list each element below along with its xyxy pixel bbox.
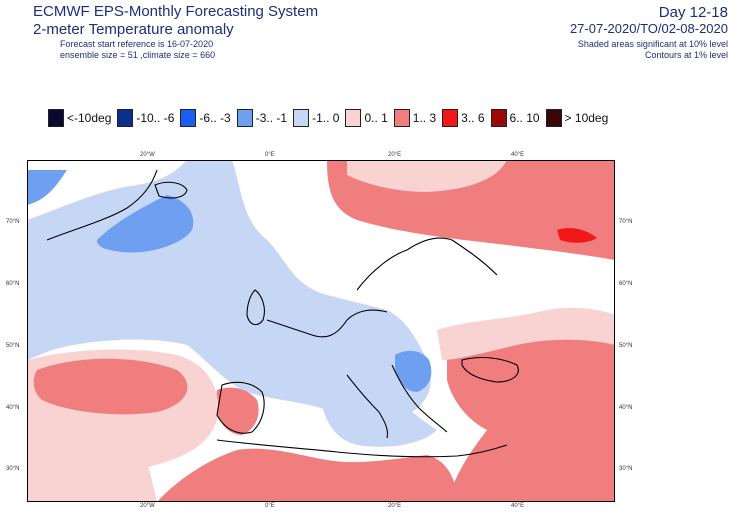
lon-label-bottom: 20°E: [388, 503, 402, 509]
lon-label-bottom: 20°W: [140, 503, 155, 509]
legend-item: -6.. -3: [180, 109, 231, 127]
lat-label-left: 70°N: [6, 219, 20, 225]
lon-label-top: 20°W: [140, 152, 155, 158]
lat-label-left: 50°N: [6, 343, 20, 349]
legend-label: 0.. 1: [364, 111, 388, 125]
legend-label: 3.. 6: [461, 111, 485, 125]
temperature-anomaly-map: [27, 160, 615, 502]
lat-label-right: 50°N: [619, 343, 633, 349]
map-frame: [27, 160, 615, 502]
warm-anomaly-region-barents-light: [347, 160, 507, 192]
map-title: ECMWF EPS-Monthly Forecasting System: [33, 3, 319, 20]
legend-item: -3.. -1: [236, 109, 288, 127]
shaded-significance-note: Shaded areas significant at 10% level: [577, 39, 728, 49]
lat-label-right: 70°N: [619, 219, 633, 225]
coastline-iberia: [216, 381, 265, 434]
date-range: 27-07-2020/TO/02-08-2020: [569, 21, 728, 36]
lat-label-left: 30°N: [6, 466, 20, 472]
legend-label: 6.. 10: [509, 111, 540, 125]
legend-swatch: [442, 109, 459, 127]
legend-swatch: [236, 109, 253, 127]
coastline-europe: [266, 309, 388, 338]
coastline-uk: [246, 289, 265, 326]
legend-item: -1.. 0: [293, 109, 339, 127]
legend-item: -10.. -6: [117, 109, 174, 127]
warm-anomaly-region-subtropical-core: [33, 358, 188, 415]
cold-anomaly-region-north: [27, 170, 67, 205]
legend-label: > 10deg: [564, 111, 609, 125]
lat-label-left: 40°N: [6, 405, 20, 411]
legend-swatch: [545, 109, 562, 127]
coastline-balkans: [391, 364, 448, 433]
warm-anomaly-region-southeast: [447, 334, 615, 502]
legend-label: -6.. -3: [199, 111, 231, 125]
coastline-scandinavia: [356, 237, 498, 291]
lat-label-left: 60°N: [6, 281, 20, 287]
lat-label-right: 60°N: [619, 281, 633, 287]
lat-label-right: 40°N: [619, 405, 633, 411]
lon-label-top: 20°E: [388, 152, 402, 158]
lon-label-top: 40°E: [511, 152, 525, 158]
legend-label: 1.. 3: [412, 111, 437, 125]
legend-swatch: [490, 109, 507, 127]
legend-swatch: [48, 109, 64, 127]
warm-anomaly-region-iberia: [215, 387, 259, 435]
contour-note: Contours at 1% level: [644, 50, 728, 60]
legend-label: <-10deg: [67, 111, 112, 125]
coastline-iceland: [154, 181, 188, 199]
warm-anomaly-region-southeast-light: [437, 307, 615, 360]
legend-swatch: [293, 109, 310, 127]
lon-label-bottom: 0°E: [265, 503, 275, 509]
forecast-start-reference: Forecast start reference is 16-07-2020: [60, 39, 214, 49]
legend-label: -1.. 0: [312, 111, 340, 125]
legend-swatch: [180, 109, 197, 127]
coastline-italy: [346, 374, 389, 439]
legend-item: 6.. 10: [490, 109, 540, 127]
legend-swatch: [117, 109, 134, 127]
lat-label-right: 30°N: [619, 466, 633, 472]
day-range: Day 12-18: [658, 4, 728, 21]
coastline-black-sea: [461, 356, 519, 383]
coastline-north-africa: [216, 439, 508, 458]
color-legend: <-10deg -10.. -6 -6.. -3 -3.. -1 -1.. 0 …: [48, 107, 614, 129]
lon-label-top: 0°E: [265, 152, 275, 158]
warm-anomaly-region-central-atlantic: [27, 460, 157, 502]
cold-anomaly-region-iceland: [97, 195, 194, 253]
warm-anomaly-region-strong: [557, 227, 597, 243]
lon-label-bottom: 40°E: [511, 503, 525, 509]
coastline-greenland: [46, 169, 158, 241]
ensemble-size-note: ensemble size = 51 ,climate size = 660: [60, 50, 216, 60]
legend-item: <-10deg: [48, 109, 111, 127]
legend-swatch: [393, 109, 410, 127]
legend-label: -10.. -6: [136, 111, 175, 125]
legend-item: 0.. 1: [345, 109, 388, 127]
legend-item: 1.. 3: [393, 109, 437, 127]
coastlines: [46, 169, 519, 458]
legend-swatch: [345, 109, 362, 127]
cold-anomaly-region-balkans: [395, 350, 432, 392]
legend-item: > 10deg: [545, 109, 609, 127]
map-subtitle: 2-meter Temperature anomaly: [33, 21, 234, 38]
legend-item: 3.. 6: [442, 109, 485, 127]
warm-anomaly-region-north-africa: [157, 448, 457, 502]
legend-label: -3.. -1: [255, 111, 288, 125]
cold-anomaly-region-mediterranean: [322, 373, 437, 447]
